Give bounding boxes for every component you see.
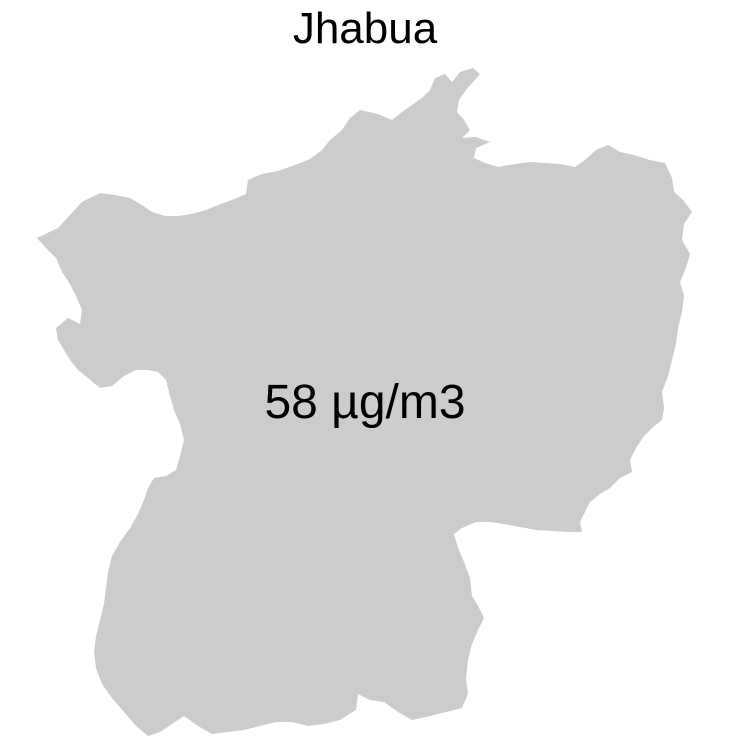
district-shape xyxy=(37,68,692,736)
pollution-value-label: 58 µg/m3 xyxy=(264,376,466,429)
map-title: Jhabua xyxy=(292,4,438,53)
